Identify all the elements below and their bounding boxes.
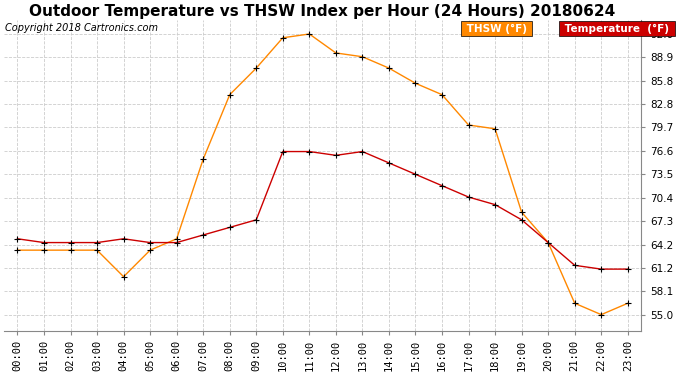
Title: Outdoor Temperature vs THSW Index per Hour (24 Hours) 20180624: Outdoor Temperature vs THSW Index per Ho…: [30, 4, 615, 19]
Text: Copyright 2018 Cartronics.com: Copyright 2018 Cartronics.com: [6, 23, 159, 33]
Text: Temperature  (°F): Temperature (°F): [562, 23, 673, 33]
Text: THSW (°F): THSW (°F): [463, 23, 531, 33]
